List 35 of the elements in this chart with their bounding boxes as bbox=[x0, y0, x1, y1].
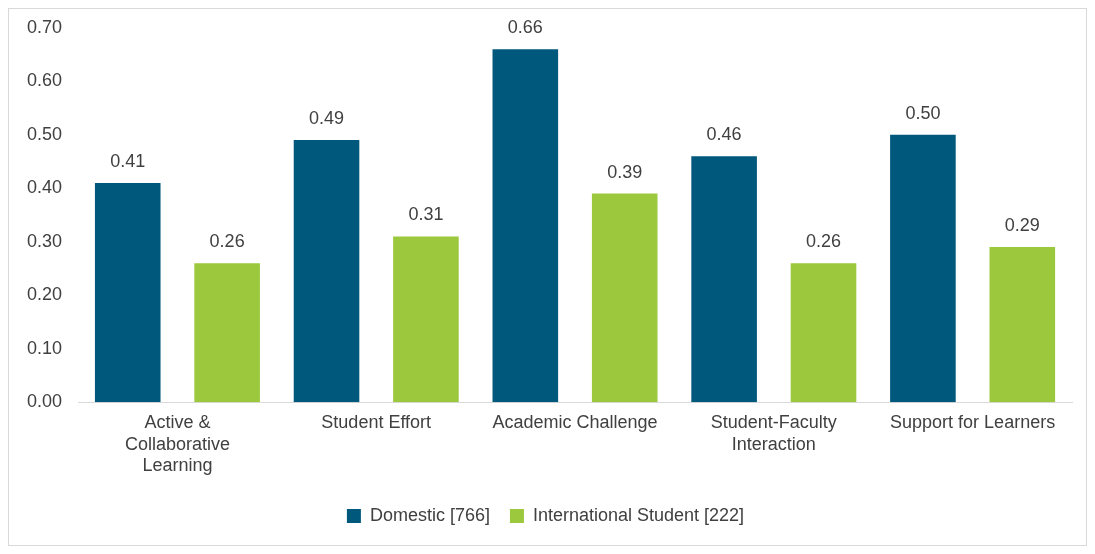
data-label: 0.29 bbox=[1004, 215, 1040, 236]
x-tick-label: Active & Collaborative Learning bbox=[124, 411, 230, 476]
data-label: 0.26 bbox=[209, 231, 245, 252]
bar bbox=[790, 263, 857, 403]
bar bbox=[492, 49, 559, 403]
bar bbox=[989, 247, 1056, 403]
data-label: 0.26 bbox=[805, 231, 842, 252]
x-tick-label: Academic Challenge bbox=[492, 411, 658, 432]
legend-label: Domestic [766] bbox=[369, 504, 490, 525]
y-tick-label: 0.30 bbox=[26, 230, 63, 251]
bar bbox=[691, 156, 757, 403]
y-tick-label: 0.50 bbox=[26, 123, 63, 144]
bar bbox=[591, 193, 658, 403]
y-tick-label: 0.60 bbox=[26, 70, 63, 91]
bar bbox=[194, 263, 260, 403]
y-tick-label: 0.20 bbox=[26, 284, 63, 305]
data-label: 0.46 bbox=[706, 124, 742, 145]
x-tick-label: Student-Faculty Interaction bbox=[710, 411, 837, 454]
bar bbox=[890, 134, 956, 403]
data-label: 0.41 bbox=[110, 150, 146, 171]
x-tick-label: Support for Learners bbox=[890, 411, 1056, 432]
data-label: 0.50 bbox=[905, 102, 941, 123]
bar bbox=[293, 140, 360, 403]
y-tick-label: 0.70 bbox=[26, 16, 63, 37]
legend-label: International Student [222] bbox=[532, 504, 745, 525]
data-label: 0.39 bbox=[607, 161, 643, 182]
bar bbox=[94, 182, 161, 403]
y-tick-label: 0.40 bbox=[26, 177, 63, 198]
y-tick-label: 0.00 bbox=[26, 391, 63, 412]
y-tick-label: 0.10 bbox=[26, 337, 63, 358]
data-label: 0.31 bbox=[408, 204, 444, 225]
data-label: 0.66 bbox=[507, 17, 543, 38]
bar bbox=[393, 236, 459, 403]
x-tick-label: Student Effort bbox=[321, 411, 432, 432]
data-label: 0.49 bbox=[309, 108, 345, 129]
